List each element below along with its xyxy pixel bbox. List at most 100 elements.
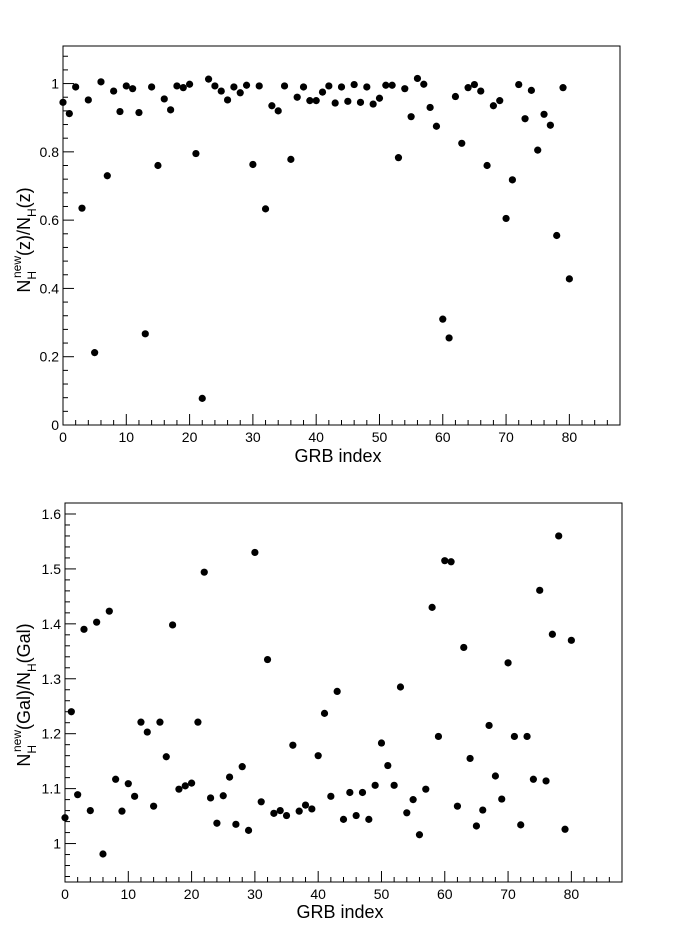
data-point [99,850,107,858]
data-point [540,110,548,118]
data-point [491,772,500,780]
data-point [363,83,371,91]
data-point [312,97,320,105]
y-tick-label: 1.5 [42,561,62,577]
data-point [137,718,145,726]
data-point [403,809,411,817]
data-point [299,83,308,91]
data-point [527,86,535,94]
data-point [105,607,113,615]
y-tick-label: 0.8 [40,144,60,160]
x-tick-label: 20 [182,429,198,445]
data-point [274,107,282,115]
data-point [61,814,69,822]
data-point [238,763,246,771]
data-point [232,820,240,828]
data-point [150,802,158,810]
data-point [251,548,259,557]
data-point [211,82,219,90]
data-point [219,792,227,800]
data-point [413,74,422,83]
data-point [185,80,194,88]
data-point [565,275,573,283]
data-point [388,81,396,89]
data-point [504,659,512,667]
data-point [485,721,493,730]
x-tick-label: 0 [61,886,69,902]
data-point [548,630,556,638]
data-point [301,801,310,809]
data-point [124,780,132,788]
y-tick-label: 0 [51,417,59,433]
data-point [230,83,238,91]
data-point [536,586,544,594]
data-point [498,795,506,803]
data-point [445,334,453,342]
data-point [122,82,130,90]
x-tick-label: 80 [564,886,580,902]
data-point [515,80,523,89]
data-point [428,603,436,611]
x-tick-label: 60 [435,429,451,445]
y-tick-label: 1 [51,76,59,92]
x-tick-label: 10 [121,886,137,902]
y-axis-title-sub1: H [25,745,39,754]
data-point [346,788,354,797]
data-point [129,85,137,93]
data-point [103,172,111,180]
x-tick-label: 60 [437,886,453,902]
data-point [223,96,232,104]
data-point [534,146,542,154]
data-point [213,819,221,827]
data-point [337,83,346,91]
data-point [517,821,525,829]
x-axis-title: GRB index [296,902,383,922]
data-point [409,796,417,804]
data-point [135,108,143,117]
data-point [110,87,118,95]
data-point [432,122,441,130]
data-point [422,785,430,793]
data-point [261,205,270,213]
data-point [529,775,537,783]
y-tick-label: 1.3 [42,671,62,687]
data-point [242,81,251,89]
data-point [270,809,278,817]
data-point [542,777,550,785]
data-point [333,687,341,696]
x-tick-label: 0 [59,429,67,445]
data-point [441,557,449,565]
data-point [72,83,80,91]
x-tick-label: 80 [562,429,578,445]
y-axis-title-tail: (Gal) [14,623,34,663]
data-point [97,78,105,86]
data-point [78,204,86,212]
data-point [396,683,405,691]
y-tick-label: 1.1 [42,781,62,797]
data-point [382,81,390,89]
data-point [320,709,329,717]
data-point [460,643,468,652]
data-point [287,155,295,163]
y-axis-title-tail: (z) [14,187,34,208]
x-tick-label: 50 [374,886,390,902]
y-axis-title-sup: new [10,256,24,278]
chart-nh-z-ratio: 0 10 20 30 40 50 60 70 80 0 0.2 0.4 0.6 0.8 1 GRB index… [10,45,621,466]
data-point [420,80,428,88]
x-tick-label: 40 [308,429,324,445]
data-point [141,330,149,338]
data-point [282,811,291,820]
data-point [477,87,485,95]
data-point [175,785,183,793]
data-point [306,97,314,105]
y-axis-title-sub2: H [25,208,39,217]
data-point [523,732,531,741]
data-point [510,732,518,741]
data-point [206,794,215,802]
data-point [84,96,92,104]
chart-nh-gal-ratio: 0 10 20 30 40 50 60 70 80 1 1.1 1.2 1.3 1.4 1.5 1.6 GRB … [10,502,623,922]
data-point [289,741,297,749]
data-point [198,394,206,402]
data-point [293,93,301,101]
